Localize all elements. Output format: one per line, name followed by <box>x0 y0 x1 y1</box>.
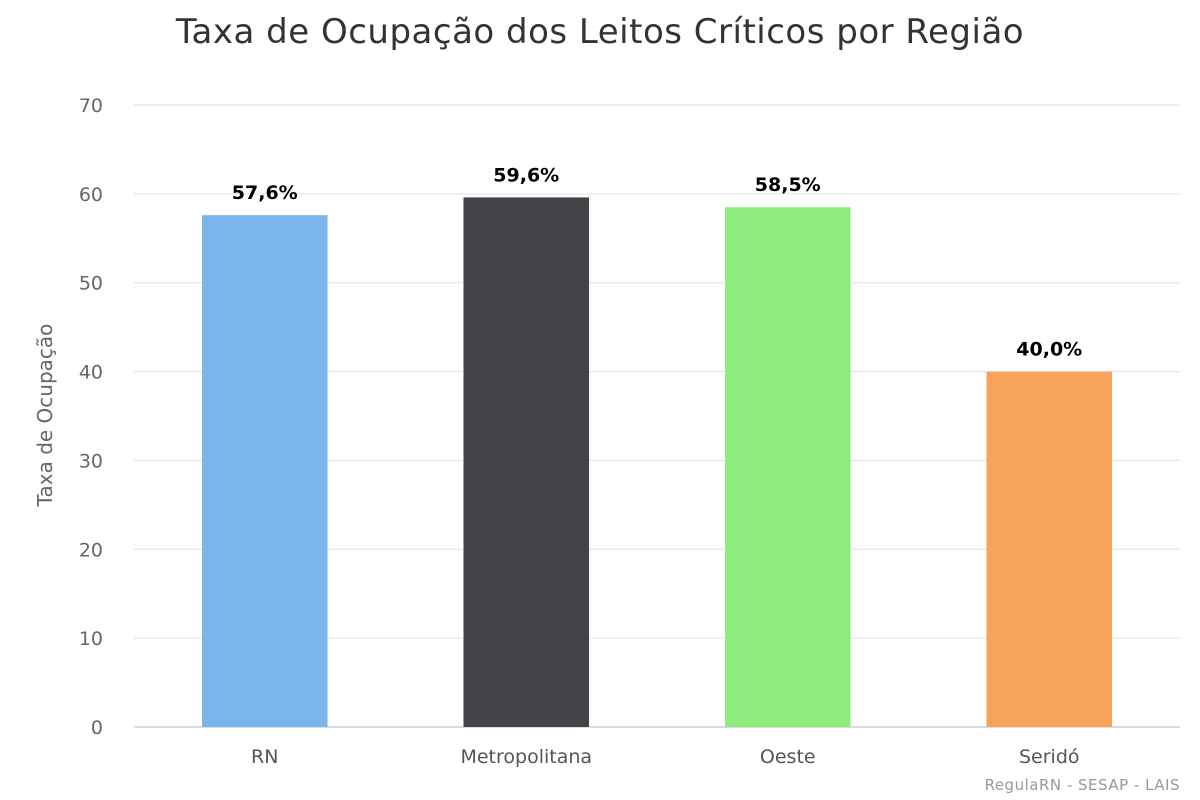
y-tick-label: 70 <box>79 95 103 117</box>
bars <box>201 197 1113 727</box>
x-category-label: Seridó <box>1019 746 1080 768</box>
data-label: 58,5% <box>755 174 821 196</box>
chart-title: Taxa de Ocupação dos Leitos Críticos por… <box>175 12 1025 52</box>
y-tick-label: 30 <box>79 450 103 472</box>
y-tick-label: 20 <box>79 539 103 561</box>
y-tick-label: 50 <box>79 273 103 295</box>
bar-serid-[interactable] <box>986 371 1113 727</box>
y-tick-label: 10 <box>79 628 103 650</box>
y-axis-title: Taxa de Ocupação <box>33 324 57 508</box>
y-axis-ticks: 0 10 20 30 40 50 60 70 <box>79 95 103 739</box>
y-tick-label: 60 <box>79 184 103 206</box>
data-label: 57,6% <box>232 182 298 204</box>
x-axis-categories: RN Metropolitana Oeste Seridó <box>251 746 1079 768</box>
credits-text: RegulaRN - SESAP - LAIS <box>984 776 1180 794</box>
bar-rn[interactable] <box>201 215 328 727</box>
bar-oeste[interactable] <box>724 207 851 727</box>
y-tick-label: 0 <box>91 717 103 739</box>
bar-metropolitana[interactable] <box>463 197 590 727</box>
data-labels: 57,6% 59,6% 58,5% 40,0% <box>232 164 1082 360</box>
x-category-label: Metropolitana <box>460 746 592 768</box>
y-tick-label: 40 <box>79 362 103 384</box>
data-label: 40,0% <box>1016 339 1082 361</box>
data-label: 59,6% <box>493 164 559 186</box>
x-category-label: RN <box>251 746 278 768</box>
x-category-label: Oeste <box>760 746 816 768</box>
